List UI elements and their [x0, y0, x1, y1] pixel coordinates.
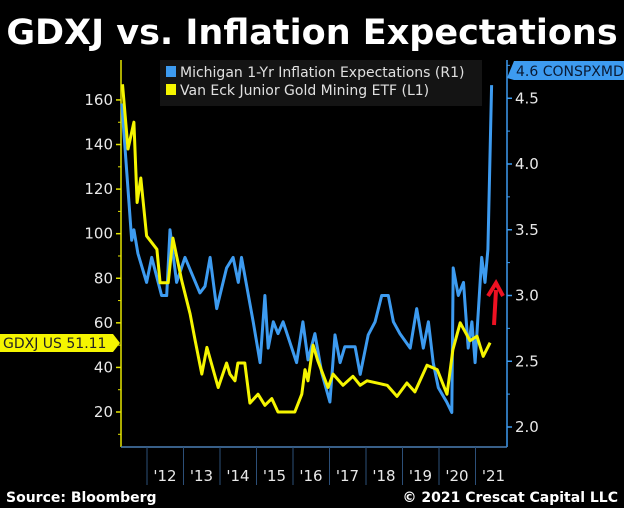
red-arrow-shaft — [492, 289, 498, 326]
left-tick-label: 20 — [94, 403, 113, 421]
x-tick-label: '20 — [445, 467, 468, 485]
copyright-note: © 2021 Crescat Capital LLC — [402, 490, 618, 506]
right-tick-label: 4.5 — [515, 89, 539, 107]
left-last-value-tag: GDXJ US 51.11 — [0, 334, 120, 352]
red-arrow-head-icon — [486, 278, 505, 298]
source-note: Source: Bloomberg — [6, 490, 157, 506]
legend-swatch-blue — [166, 66, 176, 77]
right-tick-label: 4.0 — [515, 155, 539, 173]
x-tick-label: '13 — [190, 467, 213, 485]
legend-label-gdxj: Van Eck Junior Gold Mining ETF (L1) — [180, 83, 429, 99]
x-tick-label: '19 — [409, 467, 432, 485]
chart-title: GDXJ vs. Inflation Expectations — [6, 13, 617, 53]
series-lines — [120, 84, 494, 414]
left-tag-label: GDXJ US 51.11 — [3, 336, 106, 352]
right-tag-label: 4.6 CONSPXMD — [516, 64, 624, 80]
legend-box — [160, 60, 482, 106]
left-tick-label: 100 — [84, 225, 113, 243]
x-tick-label: '18 — [372, 467, 395, 485]
right-tick-label: 2.0 — [515, 418, 539, 436]
axes: 20 40 60 80 100 120 140 160 2.0 2.5 3.0 3.5 4.0 4.5 '1… — [84, 60, 539, 485]
left-tag-shape — [0, 334, 120, 352]
left-tick-label: 60 — [94, 314, 113, 332]
left-tick-label: 80 — [94, 269, 113, 287]
x-tick-label: '12 — [153, 467, 176, 485]
red-arrow-annotation — [486, 278, 505, 326]
legend-swatch-yellow — [166, 84, 176, 95]
x-tick-label: '16 — [299, 467, 322, 485]
x-tick-label: '15 — [263, 467, 286, 485]
left-tick-label: 140 — [84, 136, 113, 154]
left-tick-label: 40 — [94, 358, 113, 376]
x-tick-label: '14 — [226, 467, 249, 485]
legend: Michigan 1-Yr Inflation Expectations (R1… — [160, 60, 482, 106]
left-tick-label: 120 — [84, 180, 113, 198]
x-tick-label: '21 — [482, 467, 505, 485]
gdxj-line — [121, 84, 492, 414]
x-tick-label: '17 — [336, 467, 359, 485]
legend-label-michigan: Michigan 1-Yr Inflation Expectations (R1… — [180, 65, 464, 81]
right-tag-shape — [507, 61, 624, 80]
right-tick-label: 3.0 — [515, 287, 539, 305]
right-last-value-tag: 4.6 CONSPXMD — [507, 61, 624, 80]
right-tick-label: 3.5 — [515, 221, 539, 239]
left-tick-label: 160 — [84, 91, 113, 109]
right-tick-label: 2.5 — [515, 352, 539, 370]
